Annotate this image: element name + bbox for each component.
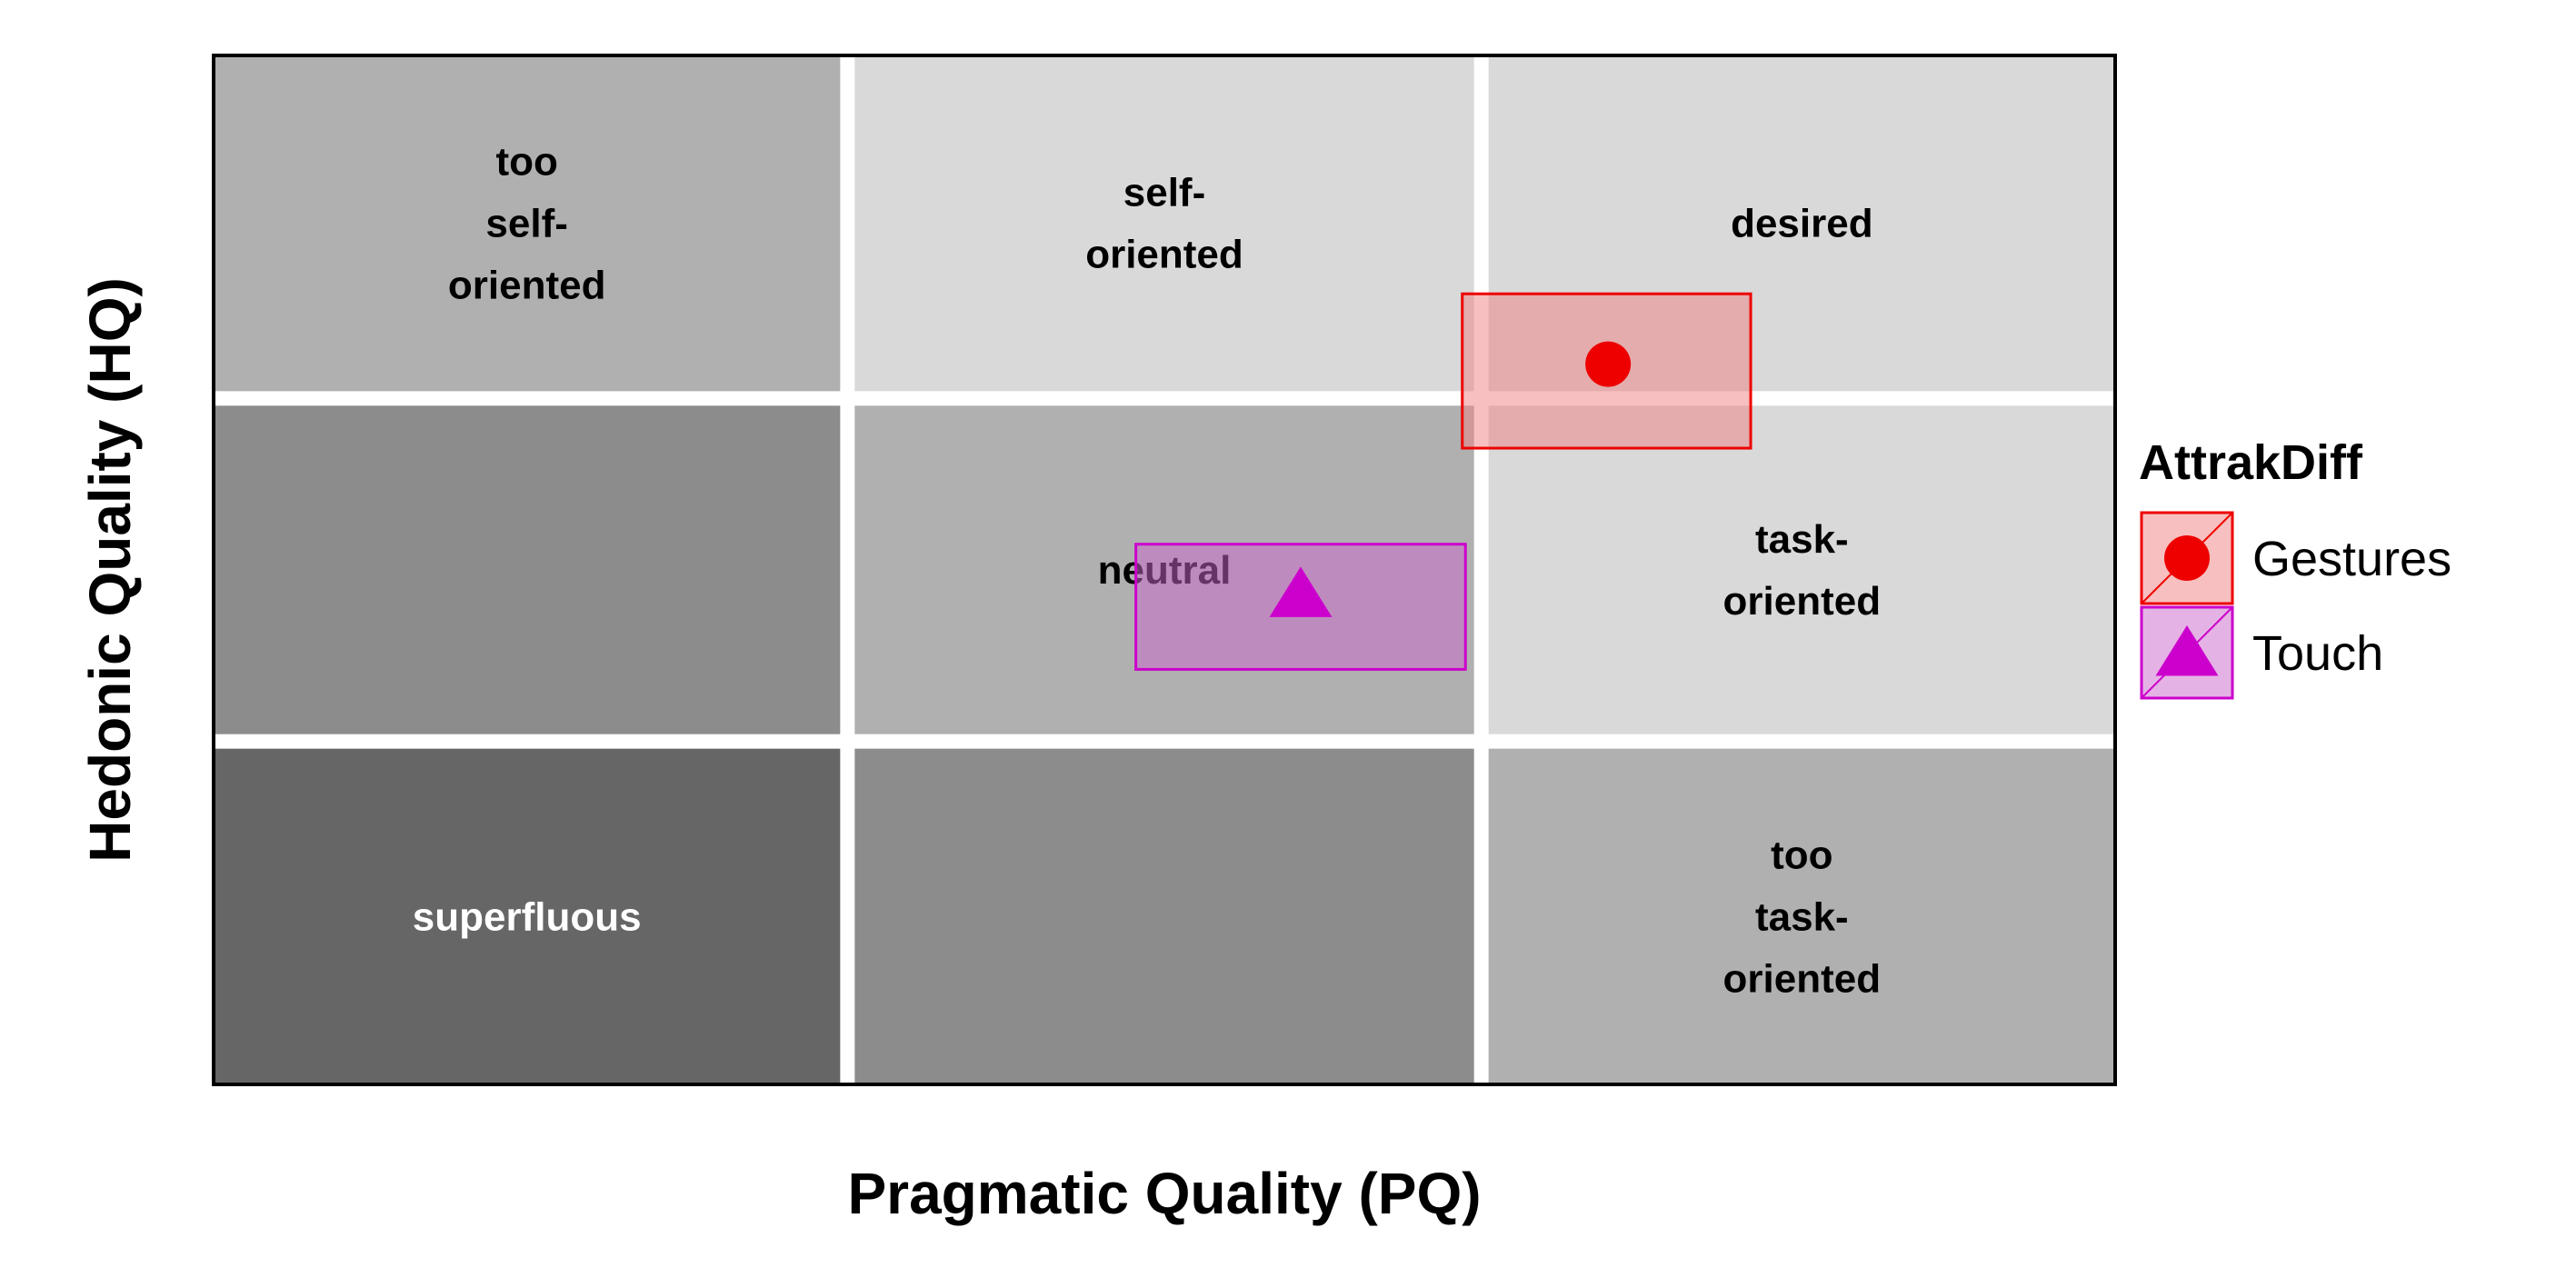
legend-title: AttrakDiff (2139, 435, 2363, 490)
region-label: too (1771, 833, 1832, 877)
region-label: oriented (448, 264, 606, 308)
legend-item-touch: Touch (2140, 605, 2383, 700)
plot-panel-border (212, 54, 2117, 1086)
region-label: self- (1123, 171, 1205, 215)
region-label: too (495, 140, 557, 185)
region-label: oriented (1085, 233, 1243, 277)
region-label: task- (1755, 517, 1849, 562)
region-cell (854, 55, 1474, 392)
confidence-rect-gestures (1461, 292, 1752, 450)
data-points (1269, 341, 1632, 617)
confidence-rectangles (1134, 292, 1752, 671)
legend-item-gestures: Gestures (2140, 511, 2451, 605)
region-cell (854, 748, 1474, 1084)
legend: AttrakDiff Gestures Touch (2139, 435, 2451, 700)
region-cell (1488, 748, 2115, 1084)
region-label: oriented (1723, 579, 1882, 624)
region-label: superfluous (413, 894, 642, 939)
legend-label: Gestures (2252, 532, 2451, 586)
region-label: task- (1755, 894, 1849, 939)
y-axis-title: Hedonic Quality (HQ) (77, 277, 143, 863)
region-cell (214, 55, 841, 392)
point-gestures (1585, 341, 1632, 387)
x-axis-title: Pragmatic Quality (PQ) (847, 1161, 1481, 1226)
region-cell (214, 405, 841, 734)
region-label: oriented (1723, 956, 1882, 1001)
legend-key-triangle (2155, 625, 2219, 676)
point-touch (1269, 566, 1333, 617)
region-label: desired (1731, 202, 1873, 246)
region-cell (214, 748, 841, 1084)
region-label: self- (485, 202, 567, 246)
legend-label: Touch (2252, 626, 2383, 681)
legend-key-circle (2164, 535, 2210, 581)
region-cell (1488, 405, 2115, 734)
